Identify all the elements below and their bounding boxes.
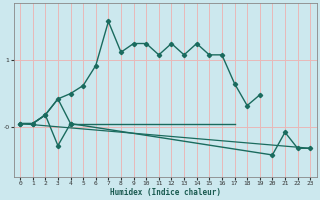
X-axis label: Humidex (Indice chaleur): Humidex (Indice chaleur)	[110, 188, 221, 197]
